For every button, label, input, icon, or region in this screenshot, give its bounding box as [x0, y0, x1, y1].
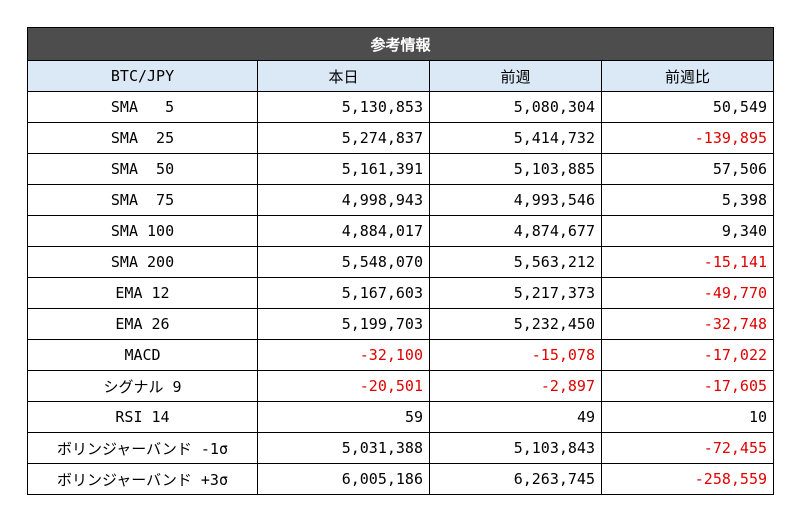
today-value: 6,005,186 [257, 463, 430, 495]
indicator-label: EMA 26 [27, 308, 258, 340]
indicator-label: SMA 75 [27, 184, 258, 216]
indicator-label: SMA 200 [27, 246, 258, 278]
table-row: シグナル 9 -20,501 -2,897 -17,605 [27, 370, 775, 402]
week-change-value: -15,141 [600, 246, 775, 278]
today-value: 5,274,837 [257, 122, 430, 154]
table-title-row: 参考情報 [26, 27, 775, 61]
prev-week-value: 5,232,450 [429, 308, 602, 340]
today-value: 59 [257, 401, 430, 433]
week-change-value: 57,506 [600, 153, 775, 185]
indicator-label: EMA 12 [27, 277, 258, 309]
today-value: 5,167,603 [257, 277, 430, 309]
column-header-today: 本日 [257, 60, 430, 92]
table-row: SMA 75 4,998,943 4,993,546 5,398 [27, 184, 775, 216]
prev-week-value: 6,263,745 [429, 463, 602, 495]
prev-week-value: 49 [429, 401, 602, 433]
prev-week-value: 4,874,677 [429, 215, 602, 247]
indicator-label: ボリンジャーバンド -1σ [27, 432, 258, 464]
column-header-row: BTC/JPY 本日 前週 前週比 [27, 60, 775, 92]
reference-info-table: 参考情報 BTC/JPY 本日 前週 前週比 SMA 5 5,130,853 5,0… [26, 27, 775, 495]
week-change-value: 50,549 [600, 91, 775, 123]
prev-week-value: 5,103,885 [429, 153, 602, 185]
indicator-label: MACD [27, 339, 258, 371]
table-row: SMA 5 5,130,853 5,080,304 50,549 [27, 91, 775, 123]
today-value: 5,548,070 [257, 246, 430, 278]
today-value: 5,161,391 [257, 153, 430, 185]
today-value: 5,130,853 [257, 91, 430, 123]
prev-week-value: 5,563,212 [429, 246, 602, 278]
week-change-value: -17,022 [600, 339, 775, 371]
today-value: -20,501 [257, 370, 430, 402]
week-change-value: 9,340 [600, 215, 775, 247]
week-change-value: 5,398 [600, 184, 775, 216]
indicator-label: SMA 25 [27, 122, 258, 154]
today-value: 4,998,943 [257, 184, 430, 216]
prev-week-value: 5,414,732 [429, 122, 602, 154]
prev-week-value: -15,078 [429, 339, 602, 371]
prev-week-value: 5,217,373 [429, 277, 602, 309]
prev-week-value: 4,993,546 [429, 184, 602, 216]
week-change-value: -139,895 [600, 122, 775, 154]
prev-week-value: -2,897 [429, 370, 602, 402]
column-header-week-change: 前週比 [600, 60, 775, 92]
table-row: EMA 12 5,167,603 5,217,373 -49,770 [27, 277, 775, 309]
today-value: 5,199,703 [257, 308, 430, 340]
prev-week-value: 5,103,843 [429, 432, 602, 464]
today-value: -32,100 [257, 339, 430, 371]
indicator-label: RSI 14 [27, 401, 258, 433]
week-change-value: -49,770 [600, 277, 775, 309]
indicator-label: SMA 100 [27, 215, 258, 247]
week-change-value: -258,559 [600, 463, 775, 495]
table-title: 参考情報 [26, 27, 775, 61]
table-row: SMA 100 4,884,017 4,874,677 9,340 [27, 215, 775, 247]
table-row: MACD -32,100 -15,078 -17,022 [27, 339, 775, 371]
today-value: 5,031,388 [257, 432, 430, 464]
table-body: SMA 5 5,130,853 5,080,304 50,549 SMA 25 5,274… [27, 91, 775, 495]
week-change-value: -32,748 [600, 308, 775, 340]
table-row: ボリンジャーバンド +3σ 6,005,186 6,263,745 -258,559 [27, 463, 775, 495]
today-value: 4,884,017 [257, 215, 430, 247]
prev-week-value: 5,080,304 [429, 91, 602, 123]
column-header-pair: BTC/JPY [27, 60, 258, 92]
table-row: ボリンジャーバンド -1σ 5,031,388 5,103,843 -72,455 [27, 432, 775, 464]
table-row: SMA 50 5,161,391 5,103,885 57,506 [27, 153, 775, 185]
week-change-value: -17,605 [600, 370, 775, 402]
table-row: RSI 14 59 49 10 [27, 401, 775, 433]
table-row: SMA 25 5,274,837 5,414,732 -139,895 [27, 122, 775, 154]
column-header-prev-week: 前週 [429, 60, 602, 92]
table-row: SMA 200 5,548,070 5,563,212 -15,141 [27, 246, 775, 278]
indicator-label: ボリンジャーバンド +3σ [27, 463, 258, 495]
indicator-label: SMA 50 [27, 153, 258, 185]
week-change-value: 10 [600, 401, 775, 433]
indicator-label: SMA 5 [27, 91, 258, 123]
week-change-value: -72,455 [600, 432, 775, 464]
indicator-label: シグナル 9 [27, 370, 258, 402]
table-row: EMA 26 5,199,703 5,232,450 -32,748 [27, 308, 775, 340]
